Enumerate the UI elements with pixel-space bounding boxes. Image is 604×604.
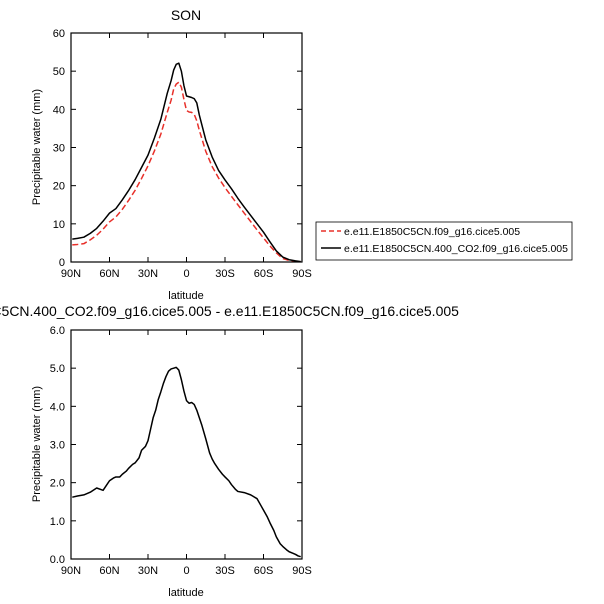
top-chart-y-tick-label: 50 — [53, 66, 65, 78]
bottom-chart-x-tick-label: 60S — [254, 565, 274, 577]
top-chart-series-line-0 — [72, 81, 301, 263]
bottom-chart-y-axis-title: Precipitable water (mm) — [31, 386, 43, 502]
top-chart-y-tick-label: 30 — [53, 143, 65, 155]
bottom-chart-x-tick-label: 90N — [61, 565, 81, 577]
bottom-chart-x-tick-label: 90S — [292, 565, 312, 577]
bottom-chart-y-tick-label: 1.0 — [50, 516, 65, 528]
bottom-chart-title: e.e11.E1850C5CN.400_CO2.f09_g16.cice5.00… — [0, 303, 459, 319]
top-chart-y-tick-label: 10 — [53, 219, 65, 231]
bottom-chart-x-tick-label: 30S — [215, 565, 235, 577]
top-chart-x-tick-label: 60N — [99, 268, 119, 280]
bottom-chart-y-tick-label: 6.0 — [50, 325, 65, 337]
top-chart-plot-area — [72, 62, 301, 263]
top-chart-y-tick-label: 0 — [59, 257, 65, 269]
bottom-chart-y-tick-label: 3.0 — [50, 440, 65, 452]
bottom-chart-series-line-0 — [72, 366, 301, 558]
bottom-chart-panel: e.e11.E1850C5CN.400_CO2.f09_g16.cice5.00… — [0, 303, 459, 599]
top-chart-x-tick-label: 60S — [254, 268, 274, 280]
legend-label-co2: e.e11.E1850C5CN.400_CO2.f09_g16.cice5.00… — [344, 243, 568, 255]
bottom-chart-axes: 90N 60N 30N 0 30S 60S 90S 0.0 1.0 2.0 3.0 4.0 5.0 6.0 — [50, 325, 312, 577]
legend-label-control: e.e11.E1850C5CN.f09_g16.cice5.005 — [344, 226, 520, 238]
top-chart-y-tick-label: 20 — [53, 181, 65, 193]
top-chart-y-tick-label: 60 — [53, 28, 65, 40]
top-chart-y-tick-label: 40 — [53, 104, 65, 116]
bottom-chart-y-tick-label: 0.0 — [50, 554, 65, 566]
bottom-chart-plot-area — [72, 366, 301, 558]
top-chart-x-tick-label: 0 — [183, 268, 189, 280]
bottom-chart-y-tick-label: 4.0 — [50, 401, 65, 413]
bottom-chart-x-axis-title: latitude — [168, 587, 203, 599]
top-chart-title: SON — [171, 7, 201, 23]
top-chart-axes: 90N 60N 30N 0 30S 60S 90S 0 10 20 30 40 50 60 — [53, 28, 312, 280]
top-chart-x-tick-label: 30N — [138, 268, 158, 280]
top-chart-panel: SON Precipitable water (mm) latitude 90N… — [31, 7, 312, 302]
bottom-chart-frame — [70, 329, 303, 560]
top-chart-frame — [70, 32, 303, 263]
bottom-chart-x-tick-label: 0 — [183, 565, 189, 577]
top-chart-x-tick-label: 90S — [292, 268, 312, 280]
bottom-chart-x-tick-label: 60N — [99, 565, 119, 577]
top-chart-x-tick-label: 90N — [61, 268, 81, 280]
top-chart-series-line-1 — [72, 62, 301, 263]
top-chart-x-axis-title: latitude — [168, 290, 203, 302]
bottom-chart-y-tick-label: 2.0 — [50, 478, 65, 490]
top-chart-y-axis-title: Precipitable water (mm) — [31, 89, 43, 205]
bottom-chart-y-tick-label: 5.0 — [50, 363, 65, 375]
legend-box — [315, 221, 573, 261]
top-chart-x-tick-label: 30S — [215, 268, 235, 280]
bottom-chart-x-tick-label: 30N — [138, 565, 158, 577]
legend: e.e11.E1850C5CN.f09_g16.cice5.005 e.e11.… — [315, 221, 573, 261]
